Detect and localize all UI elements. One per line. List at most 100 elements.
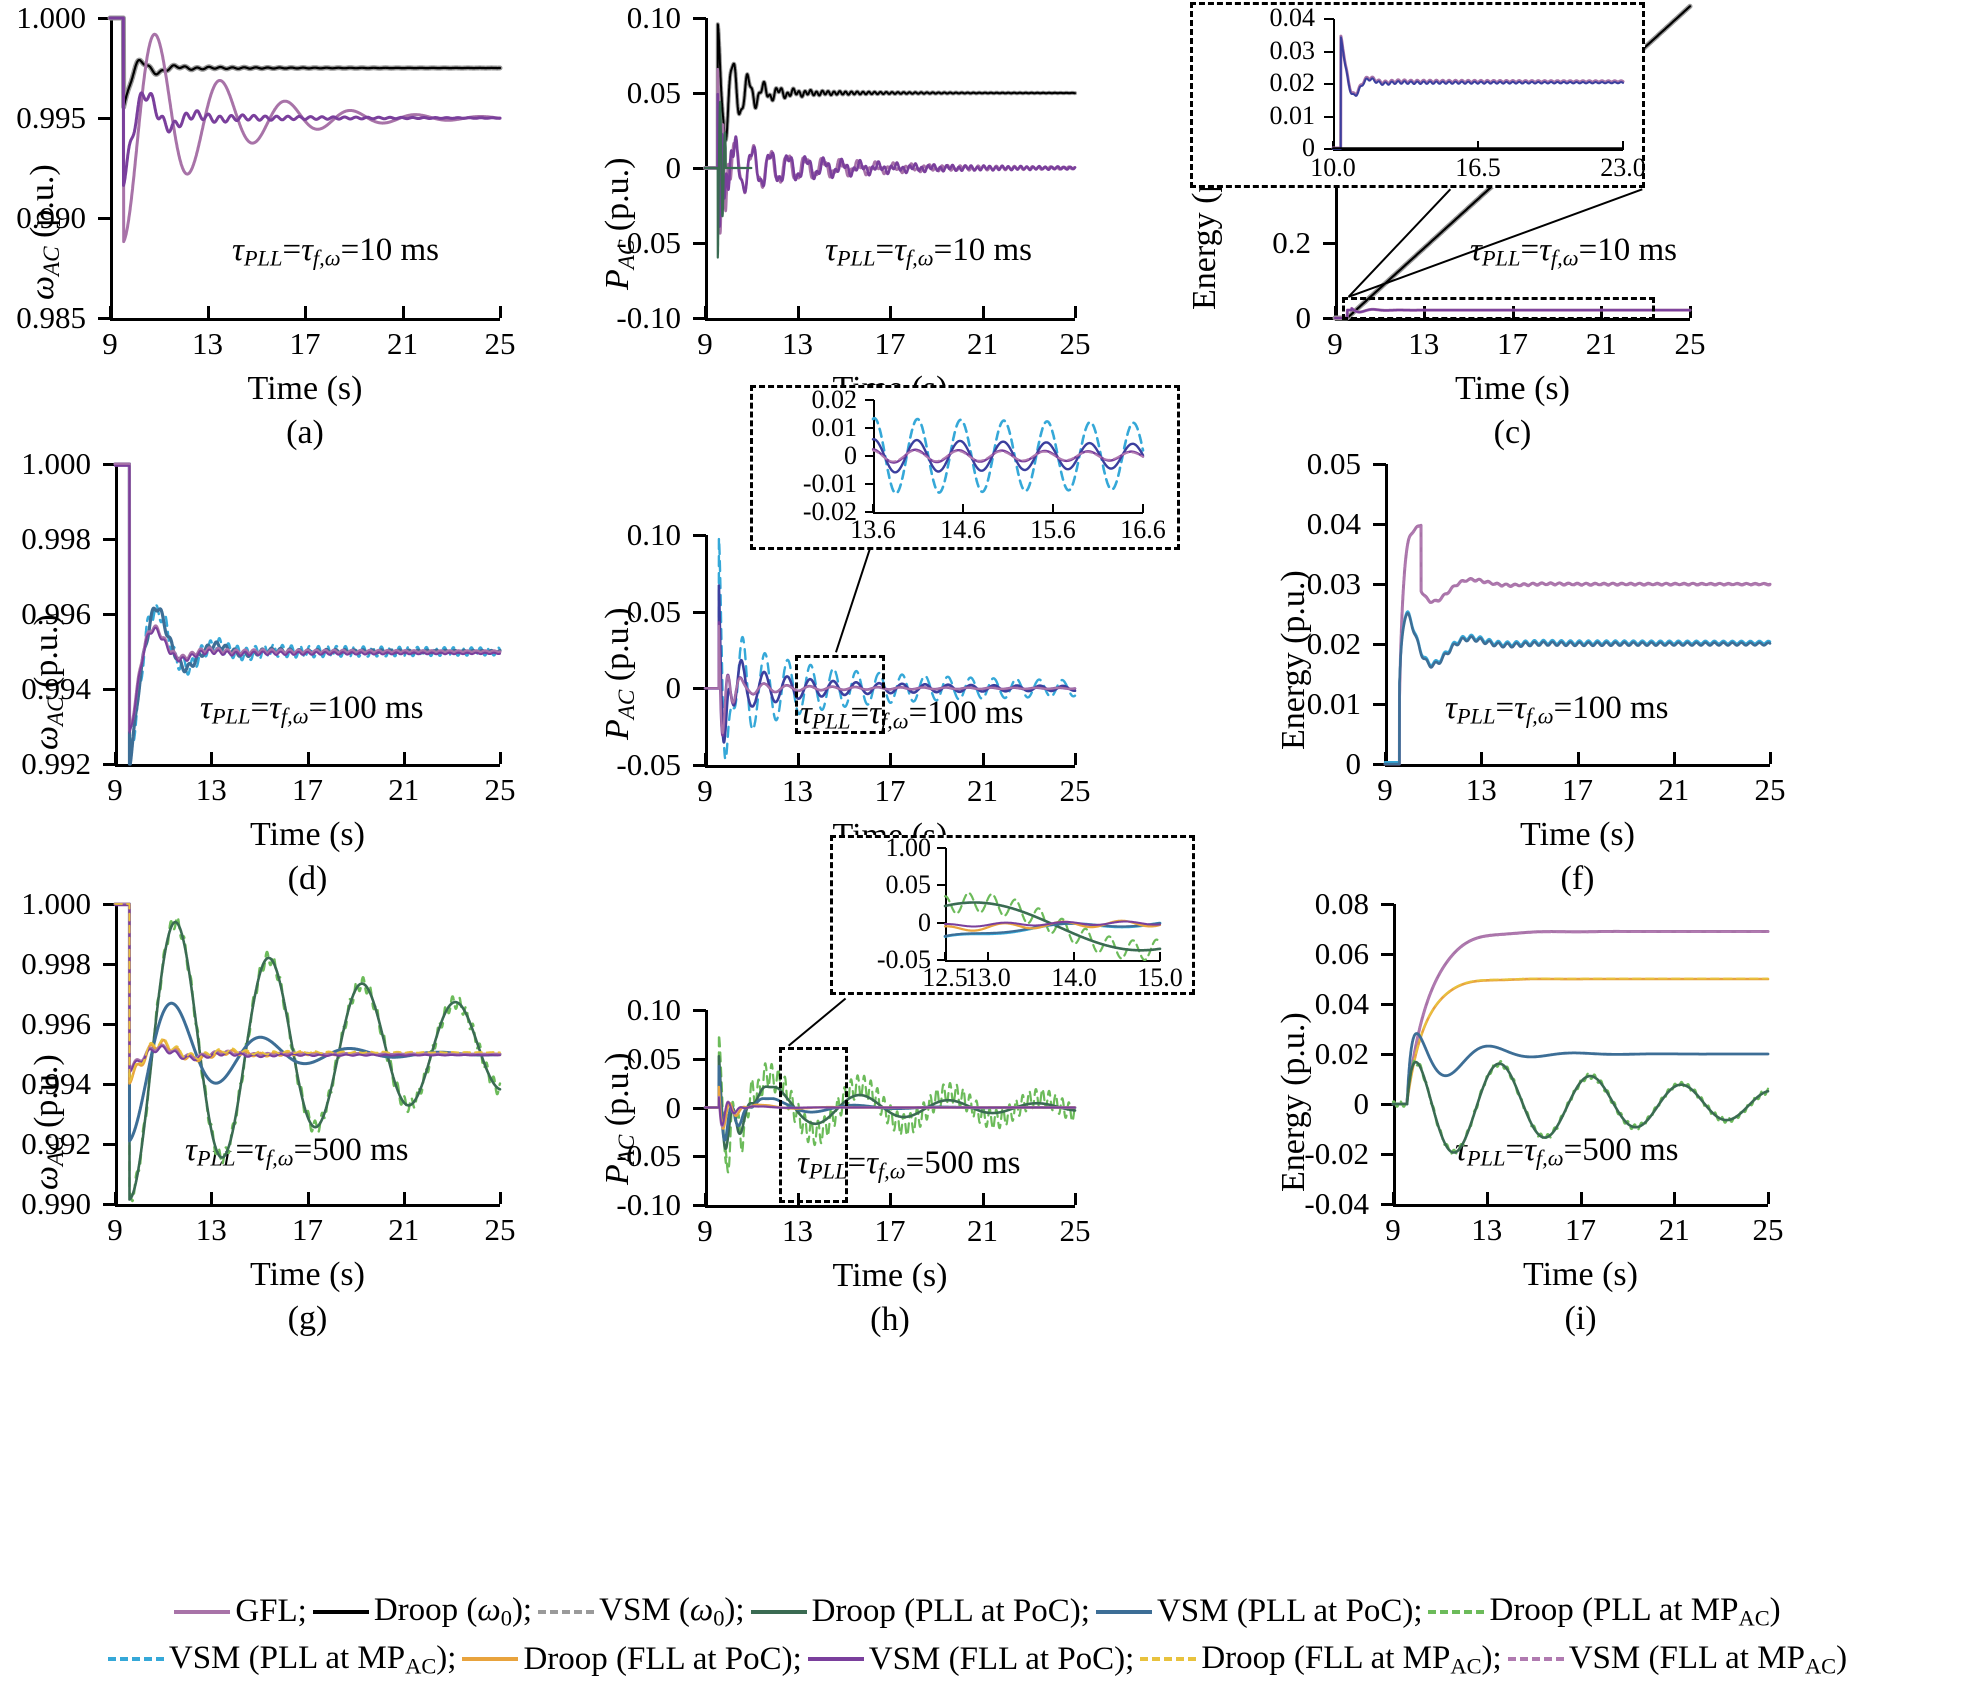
y-axis-line (1393, 904, 1396, 1204)
y-tick-label: 1.000 (21, 886, 91, 921)
x-tick-label: 21 (967, 1213, 998, 1248)
panel-c-inset-curves (1331, 34, 1625, 150)
x-tick (704, 1193, 707, 1205)
inset-curve-vsm-pll-poc (871, 438, 1145, 474)
tau-annotation: τPLL=τf,ω=10 ms (825, 232, 1032, 271)
panel-e-inset-curves (871, 416, 1145, 495)
legend-label: Droop (ω0); (373, 1592, 533, 1631)
inset-y-tick-label: 0.03 (1269, 35, 1316, 65)
y-tick-label: 1.000 (16, 0, 86, 35)
curve-droop-pll-mpac (703, 1033, 1077, 1174)
legend-line-row1-0 (174, 1609, 231, 1614)
x-axis-line (1385, 764, 1770, 767)
legend-line-row2-0 (107, 1657, 164, 1662)
inset-y-tick (937, 959, 946, 961)
y-tick (693, 534, 706, 537)
tau-annotation: τPLL=τf,ω=500 ms (185, 1132, 409, 1171)
x-tick-label: 21 (387, 326, 418, 361)
legend-row-1: GFL; Droop (ω0); VSM (ω0); Droop (PLL at Po… (0, 1592, 1961, 1632)
inset-y-tick (937, 921, 946, 924)
curve-gfl (113, 902, 502, 1073)
y-tick (103, 963, 116, 966)
inset-x-tick (1052, 504, 1054, 513)
y-tick-label: 0.996 (21, 596, 91, 631)
inset-y-tick-label: 0 (918, 907, 931, 937)
y-tick-label: 0.2 (1272, 225, 1311, 260)
panel-curves (1391, 929, 1770, 1156)
inset-y-tick (865, 427, 874, 429)
x-tick-label: 25 (484, 772, 516, 807)
panel-curves (1383, 523, 1772, 766)
x-axis-label: Time (s) (1455, 370, 1570, 407)
x-tick-label: 25 (484, 1212, 516, 1247)
y-tick-label: 0 (1353, 1086, 1370, 1121)
x-tick-label: 17 (1497, 326, 1528, 361)
x-tick (109, 306, 112, 318)
y-tick-label: -0.05 (616, 747, 681, 782)
curve-droop-pll-poc (703, 1055, 1077, 1151)
inset-x-axis (945, 960, 1160, 962)
legend-item: Droop (ω0); (312, 1592, 538, 1632)
panel-d: 0.992 0.994 0.996 0.998 1.000 9 13 17 21 25 ωAC (p… (0, 440, 560, 897)
inset-x-tick (962, 504, 964, 513)
inset-curve-droop-pll-mpac (943, 891, 1162, 961)
x-tick (796, 1193, 800, 1205)
inset-x-tick-label: 16.5 (1455, 153, 1501, 182)
y-tick-label: 0 (1295, 300, 1312, 335)
x-axis-label: Time (s) (1520, 816, 1635, 853)
x-tick-label: 13 (1465, 772, 1497, 807)
inset-y-tick (937, 847, 946, 849)
inset-y-tick-label: 0.01 (1269, 100, 1316, 130)
panel-curves (703, 22, 1077, 259)
y-tick-label: 0.998 (21, 946, 91, 981)
curve-vsm-fll-mpac (1392, 930, 1769, 1106)
x-tick-label: 9 (697, 326, 713, 361)
inset-y-tick (865, 399, 874, 401)
panel-i: -0.04 -0.02 0 0.02 0.04 0.06 0.08 9 13 17 21 25 Ener… (1245, 880, 1865, 1337)
inset-curve-vsm (1332, 36, 1624, 150)
curve-vsm-fll-poc (703, 92, 1077, 228)
panel-g: 0.990 0.992 0.994 0.996 0.998 1.000 9 13 17 21 25 ω… (0, 880, 560, 1337)
x-tick-label: 13 (192, 326, 223, 361)
y-tick (103, 763, 116, 766)
x-tick-label: 21 (967, 773, 998, 808)
legend-label: Droop (PLL at PoC); (811, 1593, 1090, 1630)
x-tick (1672, 752, 1676, 764)
inset-y-tick-label: 0 (844, 441, 857, 470)
x-tick (889, 306, 892, 318)
x-tick-label: 21 (1658, 1212, 1690, 1247)
x-tick (1600, 306, 1604, 318)
inset-y-tick-label: -0.02 (802, 497, 857, 526)
curve-gfl (704, 624, 1076, 735)
legend-line-row2-1 (462, 1657, 519, 1662)
curve-vsm-pll-poc (703, 584, 1077, 744)
inset-y-tick (1324, 115, 1334, 118)
y-tick-label: 0.06 (1314, 936, 1369, 971)
panel-curves (113, 902, 502, 1203)
legend-label: VSM (PLL at PoC); (1156, 1593, 1423, 1630)
inset-x-tick-label: 23.0 (1600, 153, 1646, 182)
curve-vsm-pll-poc (113, 462, 502, 766)
panel-a: 0.985 0.990 0.995 1.000 9 13 17 21 25 ωAC (p.u.) T… (0, 0, 560, 451)
panel-curves (703, 536, 1077, 761)
x-tick (114, 1192, 117, 1204)
y-tick (693, 1204, 706, 1207)
inset-y-tick-label: 0.02 (811, 385, 858, 414)
curve-droop-fll-mpac (1392, 977, 1769, 1105)
inset-x-tick (1159, 952, 1161, 961)
curve-droop-pll-poc (703, 100, 753, 259)
legend-item: Droop (FLL at MPAC); (1140, 1640, 1507, 1680)
legend-line-row1-4 (1095, 1609, 1152, 1614)
y-tick (1381, 1103, 1394, 1106)
inset-y-tick-label: -0.01 (802, 469, 857, 498)
curve-gfl-energy (1391, 929, 1770, 1106)
tau-annotation: τPLL=τf,ω=500 ms (797, 1145, 1021, 1184)
legend-label: VSM (PLL at MPAC); (168, 1639, 457, 1679)
panel-h-zoom-region (779, 1047, 849, 1204)
x-axis-label: Time (s) (247, 370, 363, 407)
y-tick (1381, 953, 1394, 956)
y-tick (1381, 1003, 1394, 1006)
curve-droop-fll-mpac (114, 903, 501, 1083)
y-tick-label: 0.998 (21, 521, 91, 556)
